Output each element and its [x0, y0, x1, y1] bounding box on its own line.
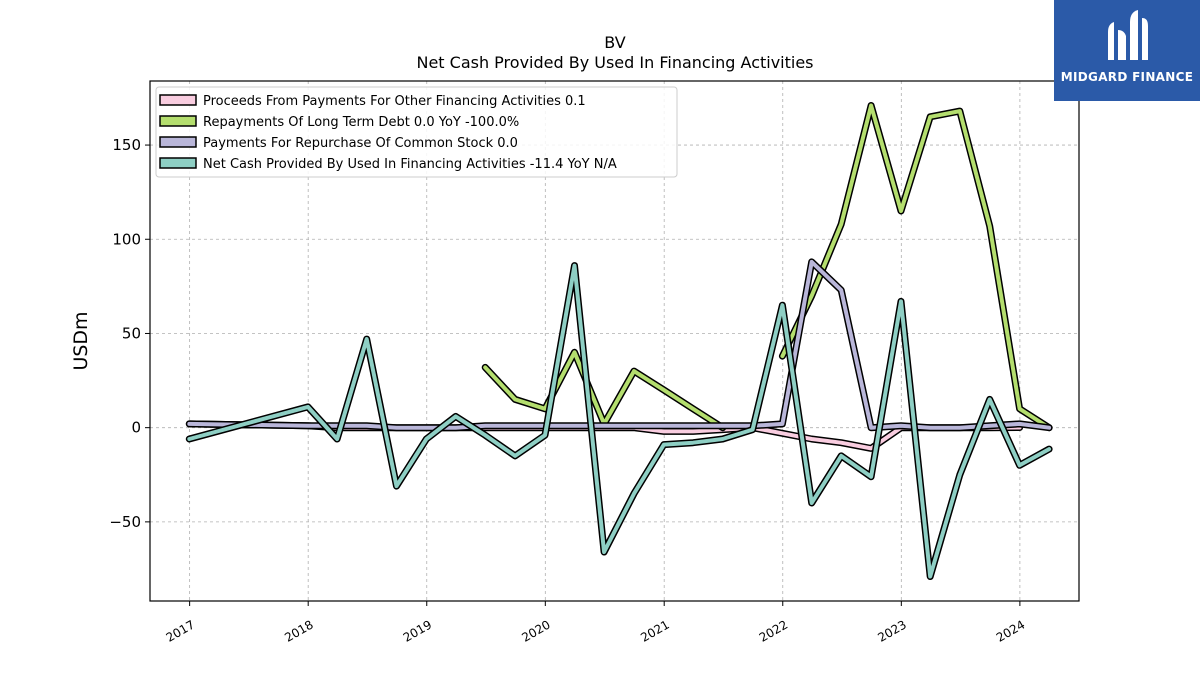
legend-swatch [159, 94, 197, 106]
chart-title: BV [604, 33, 625, 52]
x-tick-label: 2019 [401, 617, 434, 644]
y-tick-label: 150 [112, 136, 141, 154]
legend-item-repayments-of-long-term-debt: Repayments Of Long Term Debt 0.0 YoY -10… [159, 115, 519, 130]
x-tick-label: 2024 [994, 617, 1027, 644]
logo-mark-icon [1108, 10, 1148, 60]
legend-label: Repayments Of Long Term Debt 0.0 YoY -10… [203, 115, 519, 130]
series-line [780, 103, 1052, 430]
brand-name: MIDGARD FINANCE [1060, 70, 1194, 84]
legend: Proceeds From Payments For Other Financi… [155, 86, 678, 178]
y-tick-label: 0 [131, 419, 141, 437]
legend-item-proceeds-from-payments-for-other-financing-activities: Proceeds From Payments For Other Financi… [159, 94, 586, 109]
y-tick-label: 100 [112, 230, 141, 248]
x-axis: 2017 2018 2019 2020 2021 2022 2023 2024 [164, 601, 1027, 645]
legend-label: Proceeds From Payments For Other Financi… [203, 94, 586, 109]
plot-frame [149, 80, 1080, 602]
x-tick-label: 2017 [164, 617, 197, 644]
series-net-cash-provided-by-used-in-financing-activities [185, 262, 1053, 580]
series-line [187, 259, 1052, 430]
x-tick-label: 2023 [875, 617, 908, 644]
series-layer [185, 102, 1053, 580]
x-tick-label: 2018 [282, 617, 315, 644]
x-tick-label: 2021 [638, 617, 671, 644]
legend-swatch [159, 157, 197, 169]
legend-label: Net Cash Provided By Used In Financing A… [203, 157, 617, 172]
x-tick-label: 2022 [757, 617, 790, 644]
legend-item-net-cash-provided-by-used-in-financing-activities: Net Cash Provided By Used In Financing A… [159, 157, 617, 172]
y-tick-label: −50 [109, 513, 141, 531]
series-payments-for-repurchase-of-common-stock [185, 258, 1053, 432]
y-axis-label: USDm [70, 311, 92, 370]
chart-subtitle: Net Cash Provided By Used In Financing A… [416, 53, 813, 72]
y-axis: −50 0 50 100 150 [109, 136, 150, 531]
legend-item-payments-for-repurchase-of-common-stock: Payments For Repurchase Of Common Stock … [159, 136, 518, 151]
y-tick-label: 50 [122, 324, 141, 342]
series-line-outline [481, 348, 727, 432]
legend-swatch [159, 136, 197, 148]
legend-label: Payments For Repurchase Of Common Stock … [203, 136, 518, 151]
legend-swatch [159, 115, 197, 127]
series-line [187, 263, 1052, 579]
brand-logo: MIDGARD FINANCE [1054, 0, 1200, 101]
x-tick-label: 2020 [519, 617, 552, 644]
legend-box [155, 86, 678, 178]
